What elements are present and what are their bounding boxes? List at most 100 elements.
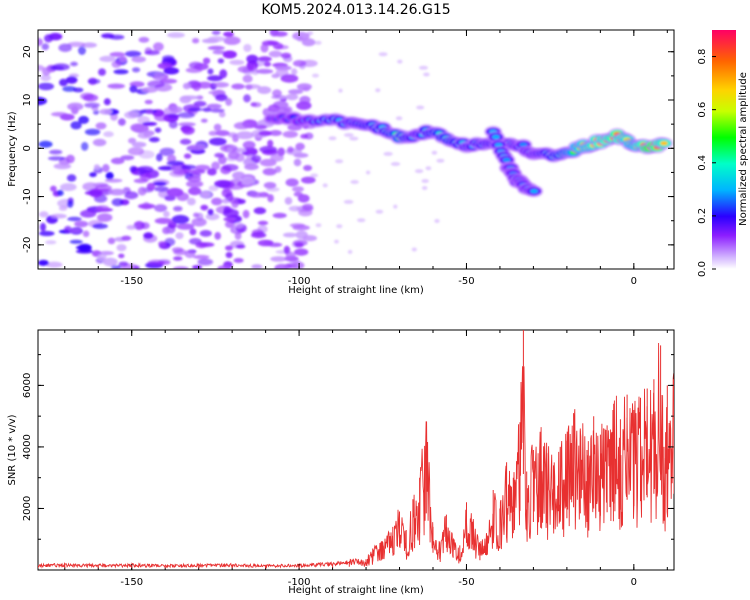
y-tick-label: 6000 bbox=[22, 373, 33, 398]
heat-cell bbox=[181, 126, 195, 135]
heat-cell bbox=[302, 203, 314, 211]
heat-cell bbox=[397, 59, 403, 64]
heat-cell bbox=[119, 56, 127, 63]
heat-cell bbox=[40, 74, 52, 82]
heat-cell bbox=[207, 45, 225, 51]
heat-cell bbox=[223, 31, 234, 37]
heat-cell bbox=[257, 220, 269, 226]
heat-cell bbox=[193, 212, 200, 218]
heat-cell bbox=[159, 147, 175, 157]
heat-cell bbox=[267, 139, 274, 148]
heat-cell bbox=[157, 62, 173, 70]
heat-cell bbox=[182, 82, 191, 90]
heat-cell bbox=[105, 172, 114, 180]
heat-cell bbox=[195, 164, 210, 171]
heat-cell bbox=[131, 56, 146, 63]
heat-cell bbox=[262, 168, 277, 176]
heat-cell bbox=[530, 189, 539, 194]
heat-cell bbox=[118, 261, 129, 267]
heat-cell bbox=[214, 180, 232, 188]
heat-cell bbox=[214, 232, 221, 240]
heat-cell bbox=[164, 195, 176, 201]
snr-series-line bbox=[38, 342, 674, 569]
heat-cell bbox=[113, 69, 129, 75]
spectrogram-x-axis-label: Height of straight line (km) bbox=[288, 285, 424, 296]
heat-cell bbox=[162, 55, 175, 61]
heat-cell bbox=[177, 112, 195, 119]
heat-cell bbox=[176, 223, 195, 230]
heat-cell bbox=[274, 263, 289, 269]
x-tick-label: -50 bbox=[458, 276, 474, 287]
heat-cell bbox=[300, 133, 309, 139]
heat-cell bbox=[95, 122, 107, 130]
heat-cell bbox=[50, 213, 67, 219]
heat-cell bbox=[207, 168, 217, 176]
heat-cell bbox=[84, 128, 101, 136]
heat-cell bbox=[124, 191, 139, 200]
heat-cell bbox=[283, 232, 297, 238]
heat-cell bbox=[226, 147, 233, 153]
heat-cell bbox=[414, 169, 424, 174]
heat-cell bbox=[173, 249, 188, 256]
heat-cell bbox=[223, 216, 236, 222]
heat-cell bbox=[390, 162, 401, 166]
heat-cell bbox=[69, 239, 83, 244]
heat-cell bbox=[242, 140, 256, 150]
heat-cell bbox=[335, 159, 344, 164]
heat-cell bbox=[274, 166, 282, 173]
heat-cell bbox=[211, 30, 221, 36]
heat-cell bbox=[184, 250, 196, 259]
heat-cell bbox=[231, 199, 239, 209]
colorbar-ticks: 0.0 0.2 0.4 0.6 0.8 bbox=[697, 49, 716, 277]
heat-cell bbox=[214, 152, 225, 158]
heat-cell bbox=[383, 151, 393, 156]
heat-cell bbox=[246, 54, 259, 64]
heat-cell bbox=[171, 214, 190, 224]
heat-cell bbox=[39, 230, 55, 237]
heat-cell bbox=[209, 137, 227, 146]
heat-cell bbox=[235, 244, 246, 249]
heat-cell bbox=[244, 163, 259, 171]
heat-cell bbox=[207, 75, 223, 82]
heat-cell bbox=[260, 43, 269, 53]
heat-cell bbox=[84, 190, 102, 196]
heat-cell bbox=[293, 158, 302, 167]
heat-cell bbox=[65, 76, 78, 84]
heat-cell bbox=[491, 134, 500, 140]
heat-cell bbox=[292, 224, 310, 231]
heat-cell bbox=[70, 61, 78, 67]
snr-x-axis-label: Height of straight line (km) bbox=[288, 585, 424, 596]
heat-cell bbox=[257, 56, 272, 62]
heat-cell bbox=[67, 102, 84, 111]
heat-cell bbox=[208, 185, 219, 192]
y-tick-label: 10 bbox=[22, 94, 33, 107]
heat-cell bbox=[38, 82, 55, 91]
heat-cell bbox=[261, 40, 278, 46]
heat-cell bbox=[312, 73, 319, 78]
heat-cell bbox=[47, 156, 66, 161]
heat-cell bbox=[251, 102, 262, 108]
heat-cell bbox=[660, 141, 668, 146]
heat-cell bbox=[129, 85, 138, 93]
heat-cell bbox=[292, 186, 304, 193]
heat-cell bbox=[270, 153, 284, 162]
heat-cell bbox=[234, 232, 242, 240]
heat-cell bbox=[267, 194, 274, 203]
heat-cell bbox=[97, 253, 107, 261]
heat-cell bbox=[127, 147, 145, 156]
colorbar-tick-label: 0.2 bbox=[697, 208, 708, 224]
heat-cell bbox=[143, 232, 154, 239]
heat-cell bbox=[41, 43, 49, 51]
heat-cell bbox=[183, 153, 192, 159]
heat-cell bbox=[375, 209, 384, 214]
heat-cell bbox=[154, 204, 168, 213]
heat-cell bbox=[44, 34, 53, 43]
colorbar-tick-label: 0.6 bbox=[697, 102, 708, 118]
heat-cell bbox=[188, 144, 206, 151]
colorbar-tick-label: 0.0 bbox=[697, 261, 708, 277]
heat-cell bbox=[292, 60, 307, 67]
heat-cell bbox=[187, 107, 204, 112]
heat-cell bbox=[95, 184, 112, 193]
heat-cell bbox=[338, 88, 343, 93]
